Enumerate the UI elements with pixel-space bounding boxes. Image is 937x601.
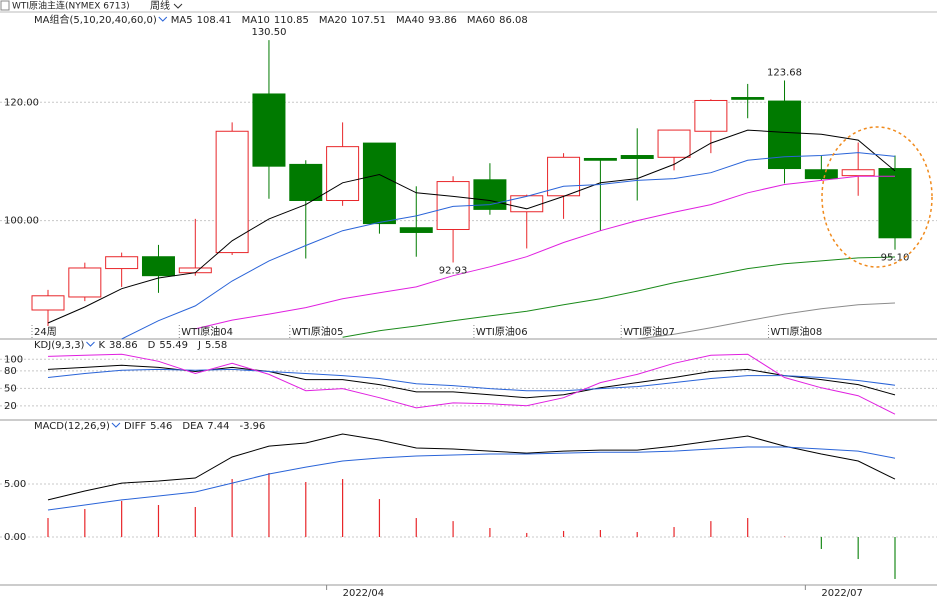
- legend-value: 108.41: [197, 15, 232, 26]
- header-icon: [0, 0, 10, 11]
- series-line: [121, 152, 896, 340]
- series-line: [47, 364, 896, 399]
- y-tick-label: 100: [4, 354, 23, 365]
- legend-name: DEA: [182, 421, 203, 432]
- candle-body: [362, 142, 396, 225]
- legend-value: 38.86: [109, 340, 138, 351]
- series-line: [195, 175, 895, 330]
- series-line: [47, 433, 896, 501]
- price-annotation: 95.10: [881, 253, 910, 264]
- legend-name: K: [98, 340, 105, 351]
- legend-name: MA20: [319, 15, 347, 26]
- candle-body: [731, 97, 765, 100]
- dropdown-arrow[interactable]: [173, 3, 183, 9]
- legend-value: 86.08: [499, 15, 528, 26]
- indicator-name[interactable]: KDJ(9,3,3): [34, 340, 85, 351]
- candle-body: [252, 93, 286, 167]
- y-tick-label: 0.00: [4, 532, 26, 543]
- candle-body: [178, 267, 212, 274]
- dropdown-arrow[interactable]: [158, 16, 168, 22]
- contract-label: WTI原油04: [181, 325, 233, 338]
- x-tick-label: 2022/04: [343, 588, 385, 599]
- candle-body: [620, 155, 654, 159]
- indicator-name[interactable]: MACD(12,26,9): [34, 421, 110, 432]
- candle-body: [399, 227, 433, 233]
- candle-body: [31, 295, 65, 311]
- candle-body: [768, 100, 802, 170]
- y-tick-label: 80: [4, 366, 17, 377]
- contract-label: WTI原油06: [476, 325, 528, 338]
- legend-value: -3.96: [240, 421, 266, 432]
- highlight-ellipse: [821, 126, 933, 268]
- candle-body: [583, 157, 617, 161]
- candle-body: [326, 146, 360, 202]
- y-tick-label: 100.00: [4, 216, 39, 227]
- legend-name: DIFF: [124, 421, 146, 432]
- x-tick-label: 2022/07: [821, 588, 863, 599]
- candle-body: [141, 256, 175, 277]
- legend-name: MA10: [242, 15, 270, 26]
- candle-body: [547, 156, 581, 197]
- indicator-name[interactable]: MA组合(5,10,20,40,60,0): [34, 13, 157, 26]
- chart-title: WTI原油主连(NYMEX 6713): [12, 0, 130, 12]
- legend-value: 5.58: [205, 340, 227, 351]
- price-annotation: 130.50: [251, 27, 286, 38]
- y-tick-label: 5.00: [4, 479, 26, 490]
- price-annotation: 123.68: [767, 67, 802, 78]
- series-line: [47, 368, 896, 392]
- candle-body: [804, 169, 838, 180]
- legend-name: MA5: [171, 15, 193, 26]
- candle-body: [105, 256, 139, 270]
- legend-name: D: [148, 340, 156, 351]
- series-line: [342, 256, 896, 338]
- candle-body: [215, 130, 249, 254]
- contract-label: WTI原油08: [771, 325, 823, 338]
- candle-body: [841, 169, 875, 177]
- candle-body: [694, 99, 728, 132]
- contract-label: WTI原油05: [292, 325, 344, 338]
- price-annotation: 92.93: [439, 265, 468, 276]
- legend-name: MA60: [467, 15, 495, 26]
- dropdown-arrow[interactable]: [86, 341, 95, 347]
- legend-value: 55.49: [159, 340, 188, 351]
- legend-value: 110.85: [274, 15, 309, 26]
- legend-value: 5.46: [150, 421, 172, 432]
- legend-value: 7.44: [207, 421, 229, 432]
- series-line: [47, 353, 896, 415]
- legend-value: 93.86: [428, 15, 457, 26]
- legend-name: MA40: [396, 15, 424, 26]
- period-selector[interactable]: 周线: [150, 0, 170, 12]
- legend-value: 107.51: [351, 15, 386, 26]
- contract-label: WTI原油07: [623, 325, 675, 338]
- y-tick-label: 20: [4, 401, 17, 412]
- legend-name: J: [197, 340, 201, 351]
- candle-body: [68, 267, 102, 298]
- candle-body: [657, 129, 691, 158]
- contract-label: 24周: [34, 326, 57, 338]
- candle-body: [510, 195, 544, 213]
- series-line: [47, 446, 896, 511]
- series-line: [47, 129, 896, 324]
- series-line: [637, 302, 896, 340]
- candle-body: [289, 163, 323, 202]
- dropdown-arrow[interactable]: [111, 422, 121, 428]
- y-tick-label: 50: [4, 383, 17, 394]
- y-tick-label: 120.00: [4, 97, 39, 108]
- candle-body: [878, 168, 912, 239]
